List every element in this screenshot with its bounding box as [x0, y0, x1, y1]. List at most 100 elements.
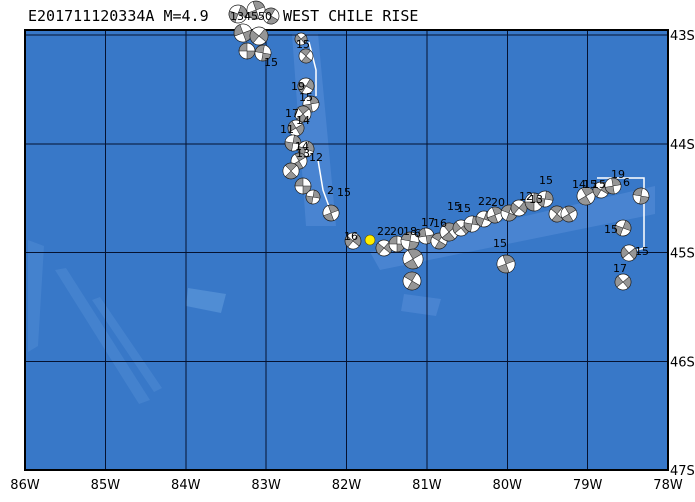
depth-label: 17: [285, 107, 299, 120]
beachball-quadrants: [496, 255, 516, 273]
focal-mechanism-beachball: [254, 44, 272, 62]
axis-label-longitude: 83W: [251, 478, 281, 493]
depth-label: 6: [414, 227, 421, 240]
depth-label: 20: [491, 196, 505, 209]
beachball-quadrants: [294, 34, 308, 44]
depth-label: 45: [244, 10, 258, 23]
beachball-quadrants: [234, 23, 252, 43]
focal-mechanism-beachball: [282, 162, 300, 180]
axis-label-longitude: 86W: [10, 478, 40, 493]
axis-label-latitude: 43S: [670, 29, 695, 44]
connector-line: [317, 159, 332, 213]
focal-mechanism-beachball: [402, 271, 422, 291]
bathymetry-patch: [55, 268, 150, 404]
depth-label: 13: [529, 193, 543, 206]
depth-label: 19: [611, 168, 625, 181]
depth-label: 50: [258, 10, 272, 23]
focal-mechanism-beachball: [287, 119, 305, 137]
axis-label-latitude: 45S: [670, 247, 695, 262]
depth-label: 19: [291, 80, 305, 93]
focal-mechanism-beachball: [344, 232, 362, 250]
focal-mechanism-beachball: [238, 42, 256, 60]
focal-mechanism-beachball: [496, 254, 516, 274]
beachball-quadrants: [346, 232, 360, 250]
focal-mechanism-beachball: [294, 105, 312, 123]
depth-label: 15: [447, 200, 461, 213]
focal-mechanism-beachball: [614, 219, 632, 237]
focal-mechanism-beachball: [375, 239, 393, 257]
depth-label: 15: [264, 56, 278, 69]
depth-label: 11: [280, 123, 294, 136]
depth-label: 13: [230, 10, 244, 23]
axis-label-longitude: 85W: [91, 478, 121, 493]
depth-label: 20: [390, 225, 404, 238]
beachball-quadrants: [614, 275, 632, 289]
focal-mechanism-beachball: [246, 0, 266, 20]
depth-label: 15: [539, 174, 553, 187]
focal-mechanism-beachball: [560, 205, 578, 223]
beachball-quadrants: [249, 28, 269, 44]
depth-label: 13: [296, 147, 310, 160]
axis-label-latitude: 46S: [670, 355, 695, 370]
depth-label: 15: [296, 38, 310, 51]
beachball-quadrants: [300, 48, 312, 64]
beachball-quadrants: [228, 5, 248, 23]
depth-label: 2: [327, 184, 334, 197]
bathymetry-patch: [401, 294, 441, 316]
focal-mechanism-beachball: [249, 26, 269, 46]
beachball-quadrants: [297, 78, 315, 94]
depth-label: 14: [572, 178, 586, 191]
focal-mechanism-beachball: [298, 48, 314, 64]
depth-label: 15: [592, 178, 606, 191]
focal-mechanism-beachball: [632, 187, 650, 205]
beachball-quadrants: [402, 249, 424, 269]
focal-mechanism-beachball: [604, 177, 622, 195]
focal-mechanism-beachball: [322, 204, 340, 222]
depth-label: 16: [433, 217, 447, 230]
beachball-quadrants: [560, 206, 578, 222]
depth-label: 15: [337, 186, 351, 199]
depth-label: 15: [583, 178, 597, 191]
focal-mechanism-beachball: [576, 186, 596, 206]
axis-label-latitude: 44S: [670, 138, 695, 153]
axis-label-longitude: 80W: [493, 478, 523, 493]
focal-mechanism-beachball: [486, 206, 504, 224]
beachball-quadrants: [254, 44, 272, 62]
map-frame: [24, 29, 669, 471]
beachball-quadrants: [263, 7, 279, 25]
beachball-quadrants: [622, 244, 636, 262]
depth-label: 15: [493, 237, 507, 250]
axis-label-longitude: 79W: [573, 478, 603, 493]
axis-label-longitude: 84W: [171, 478, 201, 493]
focal-mechanism-beachball: [262, 7, 280, 25]
depth-label: 18: [403, 225, 417, 238]
beachball-quadrants: [604, 177, 622, 195]
depth-label: 12: [309, 151, 323, 164]
beachball-quadrants: [296, 105, 310, 123]
beachball-quadrants: [403, 271, 421, 291]
beachball-quadrants: [614, 220, 632, 236]
focal-mechanism-beachball: [614, 273, 632, 291]
depth-label: 6: [623, 176, 630, 189]
beachball-quadrants: [282, 164, 300, 178]
axis-label-longitude: 82W: [332, 478, 362, 493]
connector-line: [597, 177, 645, 253]
depth-label: 15: [299, 91, 313, 104]
depth-label: 17: [613, 262, 627, 275]
bathymetry-patch: [186, 288, 226, 313]
depth-label: 16: [344, 230, 358, 243]
beachball-quadrants: [302, 95, 320, 113]
axis-label-layer: 86W 85W 84W 83W 82W 81W 80W 79W 78W 43S 44S 45S 46S 4…: [10, 29, 695, 493]
depth-label: 22: [377, 225, 391, 238]
focal-mechanism-beachball: [305, 189, 321, 205]
depth-label: 15: [457, 202, 471, 215]
axis-label-longitude: 81W: [412, 478, 442, 493]
beachball-quadrants: [305, 189, 321, 205]
depth-label: 17: [421, 216, 435, 229]
depth-label: 14: [296, 114, 310, 127]
focal-mechanism-beachball: [536, 190, 554, 208]
focal-mechanism-beachball: [294, 177, 312, 195]
